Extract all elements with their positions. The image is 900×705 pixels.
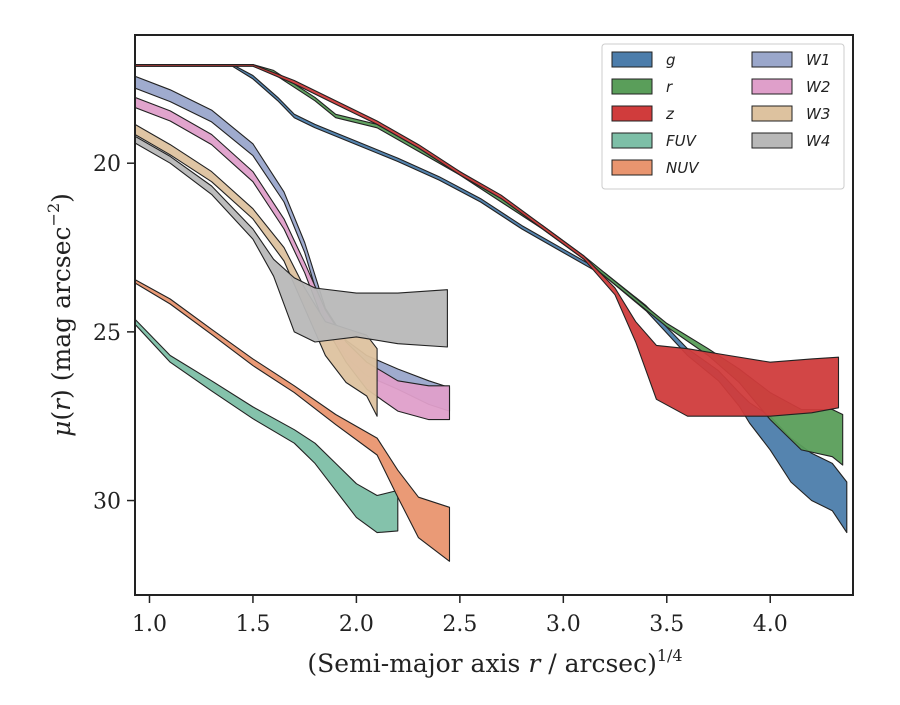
legend-label-r: r [666,78,673,96]
y-tick-label: 30 [93,490,121,515]
legend-label-g: g [666,51,676,69]
band-w2 [135,96,451,421]
legend-label-w1: W1 [806,51,830,69]
legend-swatch-fuv [611,132,653,149]
x-tick-label: 3.0 [546,612,581,637]
legend-swatch-nuv [611,159,653,176]
x-tick-label: 1.5 [235,612,270,637]
y-axis-label: μ(r) (mag arcsec−2) [44,193,76,437]
plot-area [135,63,848,562]
legend-label-nuv: NUV [666,159,700,177]
legend-label-w3: W3 [806,105,830,123]
legend-swatch-w1 [751,51,793,68]
y-tick-label: 25 [93,321,121,346]
y-ticks: 20 25 30 [93,152,135,515]
legend-label-w2: W2 [806,78,830,96]
legend-swatch-g [611,51,653,68]
legend-label-fuv: FUV [666,132,698,150]
legend-swatch-w4 [751,132,793,149]
x-ticks: 1.0 1.5 2.0 2.5 3.0 3.5 4.0 [132,595,788,637]
band-nuv [135,279,451,562]
x-tick-label: 1.0 [132,612,167,637]
band-w4 [135,135,448,348]
legend-label-w4: W4 [806,132,830,150]
band-w3 [135,123,378,417]
legend-swatch-w2 [751,78,793,95]
x-axis-label: (Semi-major axis r / arcsec)1/4 [307,646,682,678]
x-tick-label: 3.5 [649,612,684,637]
legend-label-z: z [665,105,675,123]
legend-swatch-w3 [751,105,793,122]
axes-frame [134,34,854,596]
y-tick-label: 20 [93,152,121,177]
legend-swatch-z [611,105,653,122]
x-tick-label: 2.5 [442,612,477,637]
band-fuv [135,318,399,534]
band-z [135,63,840,417]
x-tick-label: 4.0 [753,612,788,637]
x-tick-label: 2.0 [339,612,374,637]
legend-swatch-r [611,78,653,95]
legend: grz FUV NUV W1 W2 W3 W4 [601,43,845,190]
band-g [135,63,848,534]
